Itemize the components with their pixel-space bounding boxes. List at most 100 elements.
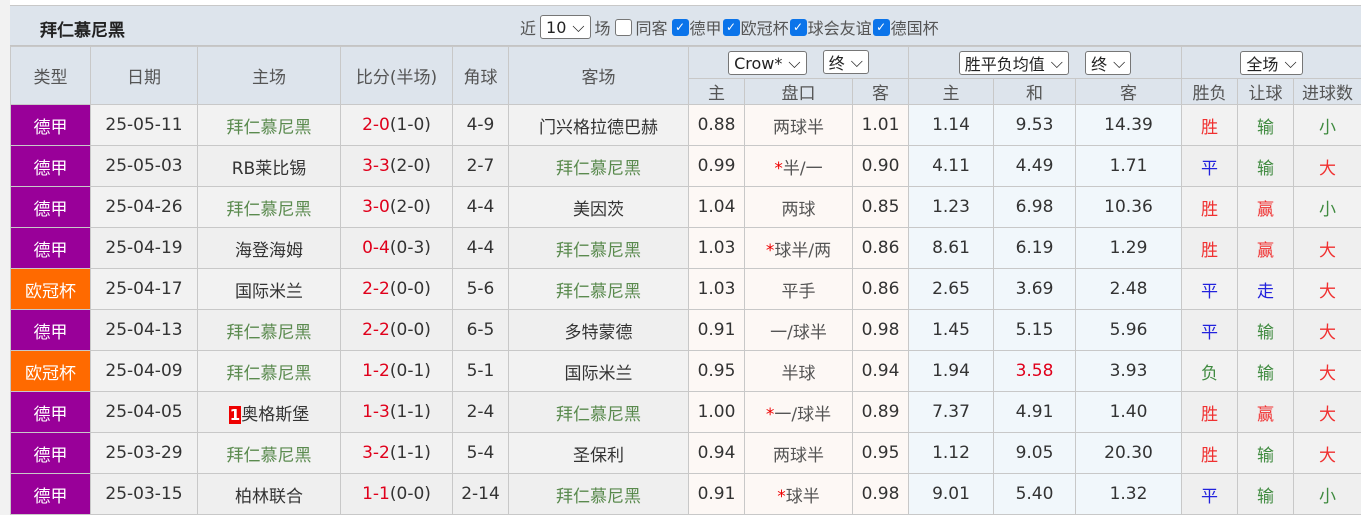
eu-away-odds: 10.36: [1076, 187, 1182, 228]
result-ou: 小: [1294, 105, 1361, 146]
home-team[interactable]: 国际米兰: [198, 269, 341, 310]
league-checkbox[interactable]: ✓: [672, 19, 689, 36]
eu-home-odds: 9.01: [909, 474, 994, 515]
ah-home-odds: 1.03: [689, 269, 745, 310]
ah-home-odds: 1.03: [689, 228, 745, 269]
eu-away-odds: 3.93: [1076, 351, 1182, 392]
ah-line: *半/一: [745, 146, 853, 187]
result-ou: 大: [1294, 146, 1361, 187]
chevron-down-icon: ⌵: [788, 53, 800, 73]
ah-line-text: 半球: [782, 364, 816, 384]
home-team[interactable]: 柏林联合: [198, 474, 341, 515]
match-type[interactable]: 欧冠杯: [11, 351, 91, 392]
filters: 近 10⌵ 场 同客 ✓德甲✓欧冠杯✓球会友谊✓德国杯: [520, 15, 939, 39]
away-team[interactable]: 圣保利: [509, 433, 689, 474]
away-team[interactable]: 拜仁慕尼黑: [509, 228, 689, 269]
eu-stage-select[interactable]: 终⌵: [1085, 51, 1131, 75]
score[interactable]: 1-1(0-0): [341, 474, 453, 515]
match-type[interactable]: 欧冠杯: [11, 269, 91, 310]
match-date: 25-05-11: [91, 105, 198, 146]
match-type[interactable]: 德甲: [11, 392, 91, 433]
half-time-score: (1-1): [390, 443, 431, 463]
match-date: 25-04-09: [91, 351, 198, 392]
score[interactable]: 3-0(2-0): [341, 187, 453, 228]
ah-company-select[interactable]: Crow*⌵: [728, 51, 806, 75]
ah-home-odds: 0.91: [689, 310, 745, 351]
match-type[interactable]: 德甲: [11, 310, 91, 351]
eu-draw-odds: 4.91: [994, 392, 1076, 433]
match-type[interactable]: 德甲: [11, 474, 91, 515]
away-team[interactable]: 美因茨: [509, 187, 689, 228]
score[interactable]: 2-2(0-0): [341, 269, 453, 310]
league-checkbox[interactable]: ✓: [790, 19, 807, 36]
result-scope-select[interactable]: 全场⌵: [1240, 51, 1302, 75]
corners: 5-4: [453, 433, 509, 474]
match-type[interactable]: 德甲: [11, 105, 91, 146]
eu-type-select[interactable]: 胜平负均值⌵: [959, 51, 1069, 75]
recent-count-select[interactable]: 10⌵: [540, 15, 591, 39]
result-ah: 输: [1238, 310, 1294, 351]
score[interactable]: 3-3(2-0): [341, 146, 453, 187]
match-type[interactable]: 德甲: [11, 228, 91, 269]
away-team[interactable]: 拜仁慕尼黑: [509, 474, 689, 515]
home-team-name: 拜仁慕尼黑: [227, 446, 312, 466]
col-away: 客场: [509, 47, 689, 105]
col-ah-home: 主: [689, 79, 745, 105]
home-team[interactable]: RB莱比锡: [198, 146, 341, 187]
league-checkbox[interactable]: ✓: [723, 19, 740, 36]
result-ou: 大: [1294, 433, 1361, 474]
ah-home-odds: 0.94: [689, 433, 745, 474]
score[interactable]: 3-2(1-1): [341, 433, 453, 474]
half-time-score: (1-1): [390, 402, 431, 422]
match-type[interactable]: 德甲: [11, 146, 91, 187]
home-team[interactable]: 拜仁慕尼黑: [198, 310, 341, 351]
match-type[interactable]: 德甲: [11, 187, 91, 228]
result-wl: 胜: [1182, 433, 1238, 474]
match-type[interactable]: 德甲: [11, 433, 91, 474]
chevron-down-icon: ⌵: [572, 17, 584, 37]
eu-away-odds: 5.96: [1076, 310, 1182, 351]
home-team[interactable]: 1奥格斯堡: [198, 392, 341, 433]
eu-home-odds: 8.61: [909, 228, 994, 269]
eu-draw-odds: 3.69: [994, 269, 1076, 310]
away-team[interactable]: 拜仁慕尼黑: [509, 392, 689, 433]
table-row: 德甲 25-05-03 RB莱比锡 3-3(2-0) 2-7 拜仁慕尼黑 0.9…: [11, 146, 1361, 187]
home-team-name: 拜仁慕尼黑: [227, 118, 312, 138]
full-time-score: 0-4: [362, 238, 390, 258]
ah-stage-select[interactable]: 终⌵: [823, 50, 869, 74]
result-wl: 负: [1182, 351, 1238, 392]
score[interactable]: 0-4(0-3): [341, 228, 453, 269]
league-checkbox[interactable]: ✓: [873, 19, 890, 36]
result-ah: 走: [1238, 269, 1294, 310]
home-team[interactable]: 海登海姆: [198, 228, 341, 269]
result-ou: 大: [1294, 351, 1361, 392]
corners: 4-9: [453, 105, 509, 146]
score[interactable]: 2-2(0-0): [341, 310, 453, 351]
away-team[interactable]: 多特蒙德: [509, 310, 689, 351]
rank-badge: 1: [229, 406, 241, 424]
same-away-checkbox[interactable]: [615, 19, 632, 36]
score[interactable]: 1-2(0-1): [341, 351, 453, 392]
home-team-name: 拜仁慕尼黑: [227, 323, 312, 343]
half-time-score: (0-0): [390, 320, 431, 340]
eu-header: 胜平负均值⌵ 终⌵: [909, 47, 1182, 79]
league-label: 球会友谊: [808, 15, 872, 39]
half-time-score: (0-0): [390, 484, 431, 504]
away-team[interactable]: 拜仁慕尼黑: [509, 146, 689, 187]
away-team[interactable]: 门兴格拉德巴赫: [509, 105, 689, 146]
away-team[interactable]: 拜仁慕尼黑: [509, 269, 689, 310]
home-team[interactable]: 拜仁慕尼黑: [198, 433, 341, 474]
score[interactable]: 2-0(1-0): [341, 105, 453, 146]
corners: 2-14: [453, 474, 509, 515]
ah-line-text: 球半/两: [774, 241, 831, 261]
score[interactable]: 1-3(1-1): [341, 392, 453, 433]
home-team[interactable]: 拜仁慕尼黑: [198, 187, 341, 228]
half-time-score: (2-0): [390, 156, 431, 176]
match-date: 25-03-15: [91, 474, 198, 515]
home-team[interactable]: 拜仁慕尼黑: [198, 351, 341, 392]
home-team[interactable]: 拜仁慕尼黑: [198, 105, 341, 146]
title-bar: 拜仁慕尼黑 近 10⌵ 场 同客 ✓德甲✓欧冠杯✓球会友谊✓德国杯: [10, 6, 1361, 46]
away-team[interactable]: 国际米兰: [509, 351, 689, 392]
result-wl: 平: [1182, 146, 1238, 187]
ah-line-text: 两球半: [773, 118, 824, 138]
